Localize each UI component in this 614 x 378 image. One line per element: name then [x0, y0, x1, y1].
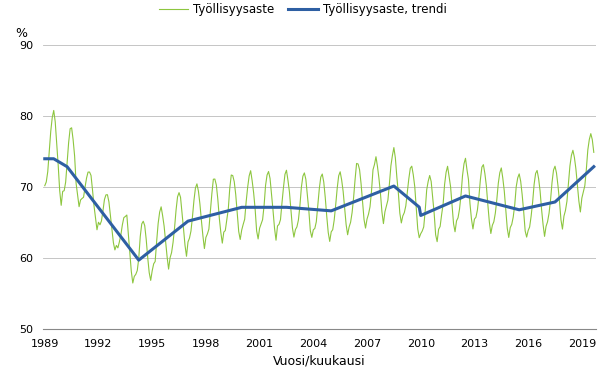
Y-axis label: %: % — [15, 27, 27, 40]
Työllisyysaste, trendi — [323, 208, 330, 213]
Työllisyysaste — [590, 150, 597, 155]
Työllisyysaste, trendi — [53, 158, 60, 163]
Työllisyysaste, trendi — [226, 208, 233, 213]
Työllisyysaste — [325, 230, 332, 235]
Työllisyysaste — [55, 163, 62, 167]
Työllisyysaste, trendi — [281, 205, 289, 209]
Työllisyysaste — [514, 176, 521, 180]
Työllisyysaste — [50, 108, 57, 113]
Työllisyysaste, trendi — [135, 258, 142, 262]
Työllisyysaste — [283, 168, 290, 172]
Line: Työllisyysaste, trendi: Työllisyysaste, trendi — [45, 159, 594, 260]
Työllisyysaste, trendi — [513, 207, 520, 211]
Legend: Työllisyysaste, Työllisyysaste, trendi: Työllisyysaste, Työllisyysaste, trendi — [159, 3, 446, 16]
Työllisyysaste — [129, 281, 136, 285]
Työllisyysaste — [41, 183, 49, 188]
Työllisyysaste, trendi — [66, 168, 74, 173]
X-axis label: Vuosi/kuukausi: Vuosi/kuukausi — [273, 354, 365, 367]
Työllisyysaste — [228, 173, 235, 177]
Line: Työllisyysaste: Työllisyysaste — [45, 110, 594, 283]
Työllisyysaste — [68, 125, 76, 130]
Työllisyysaste, trendi — [41, 156, 49, 161]
Työllisyysaste, trendi — [590, 164, 597, 169]
